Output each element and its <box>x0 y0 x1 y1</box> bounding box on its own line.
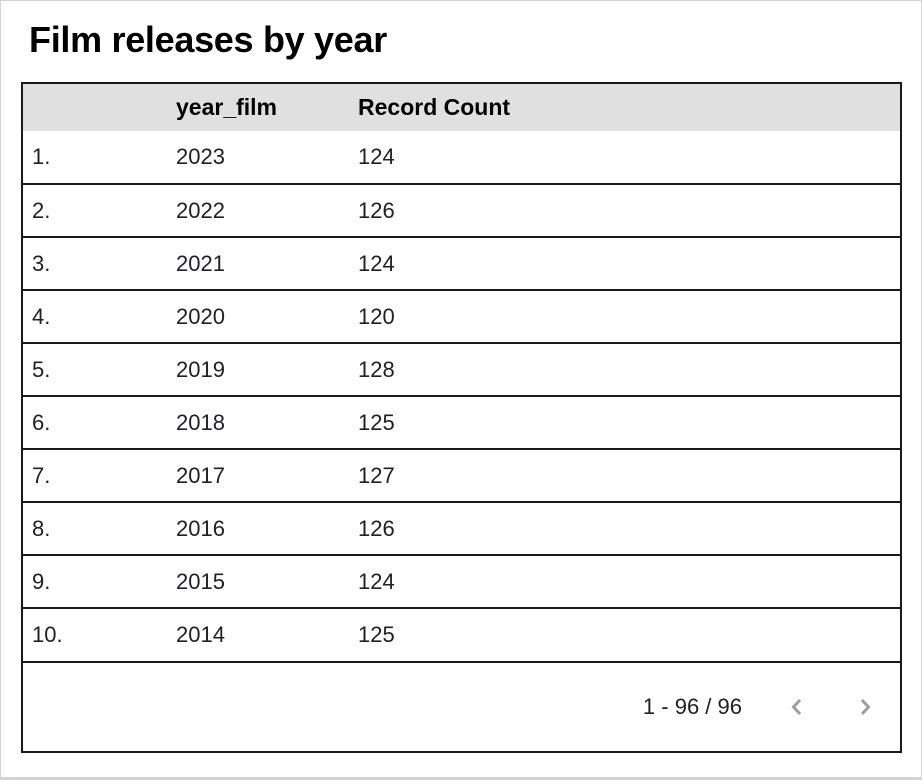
table-row: 6. 2018 125 <box>23 395 900 449</box>
record-count-cell: 128 <box>358 342 900 396</box>
chevron-left-icon <box>785 695 809 719</box>
year-film-cell: 2021 <box>176 236 358 290</box>
record-count-cell: 125 <box>358 395 900 449</box>
record-count-cell: 124 <box>358 554 900 608</box>
year-film-cell: 2017 <box>176 448 358 502</box>
next-page-button[interactable] <box>852 694 878 720</box>
chevron-right-icon <box>853 695 877 719</box>
row-number-cell: 6. <box>23 395 176 449</box>
table-row: 3. 2021 124 <box>23 236 900 290</box>
row-number-cell: 1. <box>32 144 51 169</box>
record-count-cell: 127 <box>358 448 900 502</box>
year-film-cell: 2022 <box>176 183 358 237</box>
data-table: year_film Record Count 1. 2023 124 2. 20… <box>23 84 900 661</box>
table-row: 5. 2019 128 <box>23 342 900 396</box>
row-number-cell: 8. <box>23 501 176 555</box>
table-row: 7. 2017 127 <box>23 448 900 502</box>
table-footer: 1 - 96 / 96 <box>23 661 900 751</box>
year-film-cell: 2016 <box>176 501 358 555</box>
row-number-cell: 5. <box>23 342 176 396</box>
header-row: year_film Record Count <box>23 84 900 131</box>
row-number-cell: 9. <box>23 554 176 608</box>
col-header-year-film[interactable]: year_film <box>176 84 358 131</box>
col-header-record-count[interactable]: Record Count <box>358 84 900 131</box>
table-row: 4. 2020 120 <box>23 289 900 343</box>
table-row: 2. 2022 126 <box>23 183 900 237</box>
year-film-cell: 2019 <box>176 342 358 396</box>
row-number-cell: 4. <box>23 289 176 343</box>
row-number-cell: 3. <box>23 236 176 290</box>
year-film-cell: 2015 <box>176 554 358 608</box>
row-number-cell: 7. <box>23 448 176 502</box>
record-count-cell: 126 <box>358 183 900 237</box>
year-film-cell: 2018 <box>176 395 358 449</box>
pagination-range-label: 1 - 96 / 96 <box>642 694 742 719</box>
year-film-cell: 2023 <box>176 144 225 169</box>
record-count-cell: 120 <box>358 289 900 343</box>
record-count-cell: 124 <box>358 236 900 290</box>
year-film-cell: 2020 <box>176 289 358 343</box>
table-row: 1. 2023 124 <box>23 131 900 184</box>
row-number-cell: 2. <box>23 183 176 237</box>
film-releases-table: year_film Record Count 1. 2023 124 2. 20… <box>21 82 902 753</box>
table-row: 9. 2015 124 <box>23 554 900 608</box>
record-count-cell: 125 <box>358 607 900 661</box>
year-film-cell: 2014 <box>176 607 358 661</box>
prev-page-button[interactable] <box>784 694 810 720</box>
table-row: 8. 2016 126 <box>23 501 900 555</box>
table-body: 1. 2023 124 2. 2022 126 3. 2021 124 4. 2… <box>23 131 900 661</box>
col-header-row-number[interactable] <box>23 84 176 131</box>
record-count-cell: 126 <box>358 501 900 555</box>
row-number-cell: 10. <box>23 607 176 661</box>
table-header: year_film Record Count <box>23 84 900 131</box>
record-count-cell: 124 <box>358 144 395 169</box>
table-row: 10. 2014 125 <box>23 607 900 661</box>
page-title: Film releases by year <box>29 19 387 60</box>
